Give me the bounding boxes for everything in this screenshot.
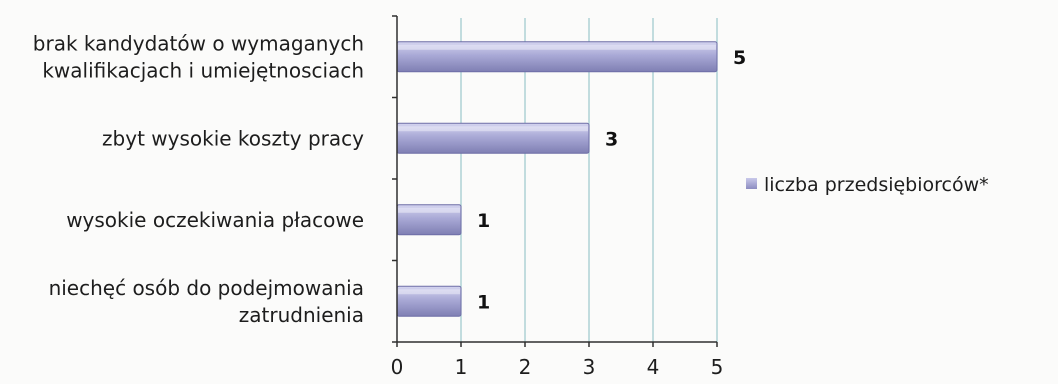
category-label: kwalifikacjach i umiejętnosciach [42,58,364,82]
bar-highlight [398,207,460,213]
category-label: zbyt wysokie koszty pracy [102,126,364,150]
category-label: wysokie oczekiwania płacowe [66,208,364,232]
x-tick-labels: 0 1 2 3 4 5 [391,355,724,379]
bar-highlight [398,126,588,132]
chart-bars [396,41,718,317]
x-tick-label: 3 [583,355,596,379]
legend-label: liczba przedsiębiorców* [764,174,989,196]
x-tick-label: 4 [647,355,660,379]
x-tick-label: 2 [519,355,532,379]
legend-swatch [746,178,757,189]
data-label: 5 [733,47,746,69]
axes [392,15,718,347]
category-label: niechęć osób do podejmowania [49,276,364,300]
legend: liczba przedsiębiorców* [746,174,989,196]
data-label: 1 [477,210,490,232]
category-labels: brak kandydatów o wymaganych kwalifikacja… [33,31,364,327]
category-label: zatrudnienia [239,303,364,327]
x-tick-label: 1 [455,355,468,379]
x-tick-label: 0 [391,355,404,379]
bar-highlight [398,44,716,50]
x-tick-label: 5 [711,355,724,379]
data-label: 1 [477,291,490,313]
category-label: brak kandydatów o wymaganych [33,31,364,55]
data-labels: 5 3 1 1 [477,47,746,314]
data-label: 3 [605,128,618,150]
bar-highlight [398,289,460,295]
